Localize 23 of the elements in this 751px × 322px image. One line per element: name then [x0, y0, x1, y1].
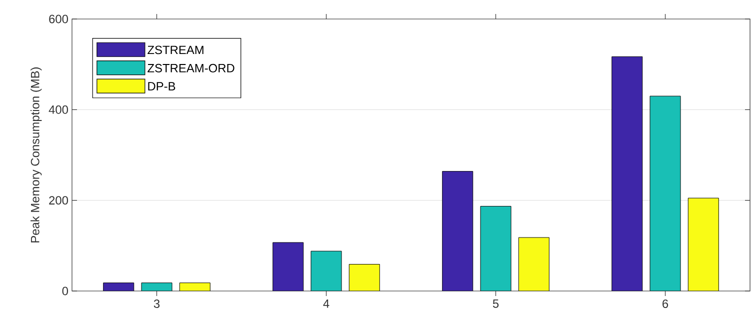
- bar: [612, 56, 643, 291]
- x-tick-label: 4: [323, 300, 330, 308]
- bar: [650, 96, 681, 291]
- legend-label: DP-B: [148, 82, 176, 90]
- legend-label: ZSTREAM: [148, 46, 204, 54]
- y-axis-title: Peak Memory Consumption (MB): [30, 67, 42, 242]
- x-tick-label: 5: [492, 300, 499, 308]
- bar: [180, 282, 210, 291]
- y-tick-label: 600: [49, 14, 68, 24]
- bar: [103, 282, 134, 291]
- y-tick-label: 0: [62, 286, 68, 296]
- bar: [272, 242, 304, 291]
- bar: [480, 206, 512, 291]
- y-tick-label: 400: [48, 105, 68, 114]
- bar: [348, 264, 380, 291]
- bar: [688, 198, 719, 291]
- x-tick-label: 3: [154, 300, 160, 308]
- y-tick-label: 200: [49, 196, 68, 205]
- bar: [442, 171, 474, 291]
- bar: [518, 237, 550, 291]
- legend-label: ZSTREAM-ORD: [148, 64, 234, 72]
- bar: [310, 250, 342, 291]
- x-tick-label: 6: [662, 300, 668, 308]
